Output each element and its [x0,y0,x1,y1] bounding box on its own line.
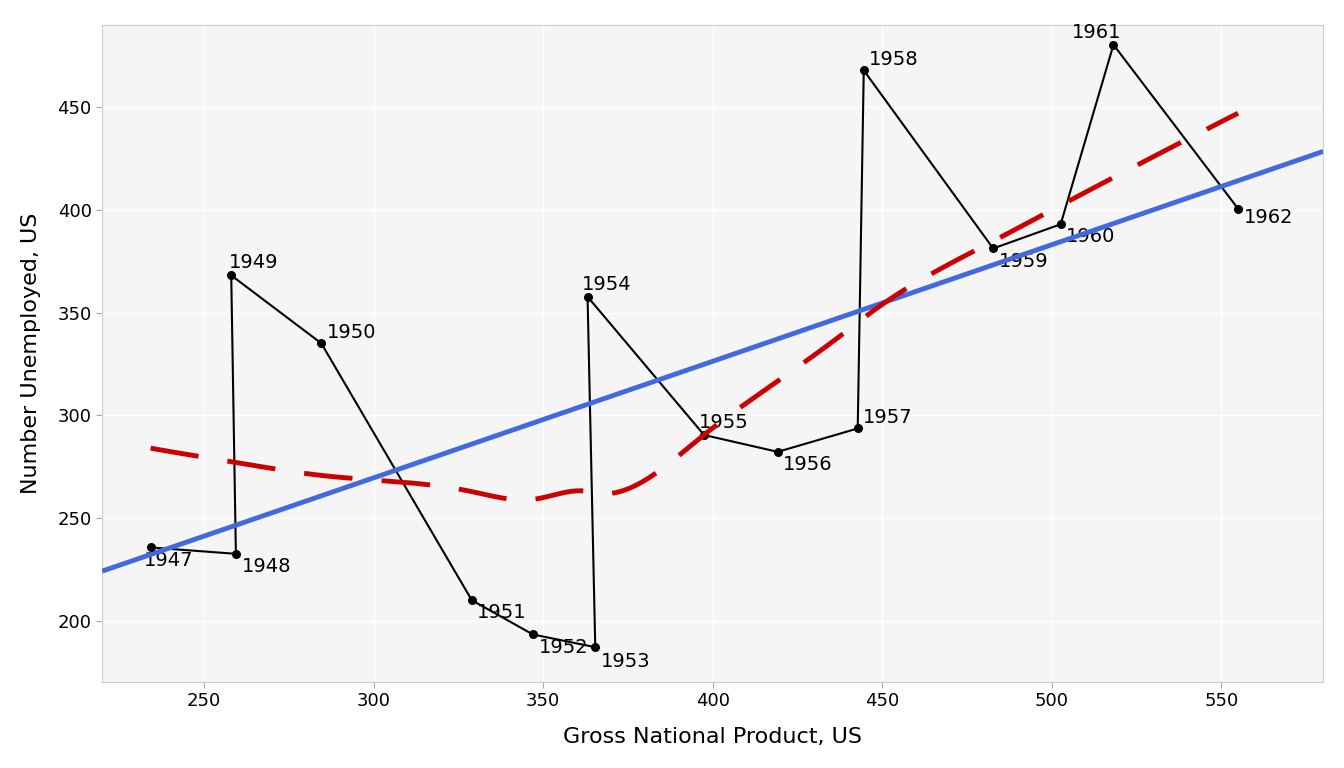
Point [461,594,482,607]
Point [694,429,715,441]
Text: 1954: 1954 [582,275,632,293]
Point [1227,203,1249,215]
Text: 1956: 1956 [784,455,833,474]
Point [1050,218,1071,230]
Text: 1951: 1951 [477,603,527,622]
Text: 1953: 1953 [601,651,650,670]
Point [853,65,875,77]
Text: 1950: 1950 [327,323,376,342]
Text: 1947: 1947 [144,551,194,570]
Text: 1961: 1961 [1071,23,1121,41]
Text: 1960: 1960 [1066,227,1116,247]
Point [226,548,247,560]
Text: 1958: 1958 [870,50,919,69]
Point [585,641,606,654]
Text: 1955: 1955 [699,413,749,432]
Text: 1959: 1959 [999,252,1048,270]
Point [1102,38,1124,51]
Point [767,445,789,458]
Point [310,337,332,349]
Point [140,541,161,554]
Text: 1952: 1952 [539,637,589,657]
Text: 1957: 1957 [863,408,913,427]
Point [982,243,1004,255]
Text: 1948: 1948 [242,557,290,576]
Y-axis label: Number Unemployed, US: Number Unemployed, US [22,213,40,495]
Text: 1949: 1949 [228,253,278,273]
X-axis label: Gross National Product, US: Gross National Product, US [563,727,862,747]
Point [577,290,598,303]
Point [523,628,544,641]
Point [220,270,242,282]
Text: 1962: 1962 [1243,207,1293,227]
Point [847,422,868,435]
